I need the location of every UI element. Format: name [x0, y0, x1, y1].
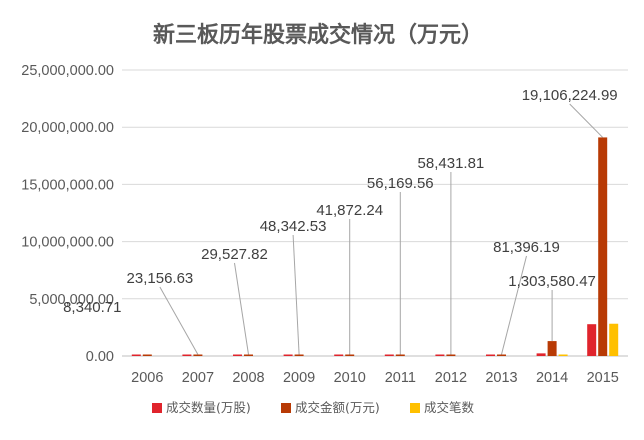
y-tick-label: 15,000,000.00	[21, 177, 114, 193]
data-labels: 8,340.71 23,156.63 29,527.82 48,342.5341,87…	[63, 87, 618, 316]
data-label: 56,169.56	[367, 175, 434, 192]
bar-1-2011	[395, 354, 405, 356]
legend-label: 成交金额(万元)	[295, 400, 380, 415]
y-tick-label: 0.00	[86, 349, 114, 365]
x-tick-label: 2007	[182, 370, 214, 386]
data-label: 81,396.19	[493, 239, 560, 256]
data-label: 58,431.81	[418, 155, 485, 172]
bar-1-2007	[193, 354, 203, 356]
chart-title: 新三板历年股票成交情况（万元）	[153, 22, 483, 48]
x-tick-label: 2014	[536, 370, 568, 386]
bar-0-2014	[536, 353, 546, 356]
data-label: 19,106,224.99	[522, 87, 618, 104]
x-tick-label: 2011	[385, 370, 416, 386]
y-tick-label: 10,000,000.00	[21, 235, 114, 251]
legend-swatch	[410, 403, 420, 413]
legend-label: 成交笔数	[424, 400, 475, 415]
bar-1-2014	[547, 341, 557, 356]
legend: 成交数量(万股) 成交金额(万元) 成交笔数	[152, 400, 475, 415]
bar-1-2010	[345, 354, 355, 356]
bar-1-2009	[294, 354, 304, 356]
x-tick-label: 2008	[232, 370, 264, 386]
data-label: 29,527.82	[201, 246, 268, 263]
x-tick-label: 2013	[485, 370, 517, 386]
bar-2-2014	[558, 354, 568, 356]
data-label: 23,156.63	[127, 270, 194, 287]
bar-1-2006	[142, 354, 152, 356]
x-tick-label: 2010	[334, 370, 366, 386]
bar-0-2011	[384, 354, 394, 356]
bar-0-2009	[283, 354, 293, 356]
bar-0-2015	[587, 324, 597, 356]
label-leaders	[159, 103, 604, 355]
bar-1-2012	[446, 354, 456, 356]
x-tick-label: 2009	[283, 370, 315, 386]
x-tick-label: 2015	[587, 370, 619, 386]
legend-swatch	[152, 403, 162, 413]
leader-line	[569, 103, 604, 138]
bar-1-2015	[598, 137, 608, 356]
data-label: 48,342.53	[260, 218, 327, 235]
leader-line	[292, 234, 300, 355]
x-tick-label: 2012	[435, 370, 467, 386]
leader-line	[234, 262, 249, 355]
data-label: 41,872.24	[316, 202, 383, 219]
data-label: 1,303,580.47	[508, 273, 596, 290]
bar-0-2013	[486, 354, 495, 356]
bar-1-2008	[244, 354, 253, 356]
legend-swatch	[281, 403, 291, 413]
x-axis-ticks: 2006 2007 2008 2009 2010 2011 2012 2013 2014 2015	[131, 370, 619, 386]
data-label: 8,340.71	[63, 299, 121, 316]
y-tick-label: 25,000,000.00	[21, 63, 114, 79]
bar-0-2010	[334, 354, 344, 356]
y-tick-label: 5,000,000.00	[29, 292, 114, 308]
leader-line	[501, 255, 527, 355]
bar-1-2013	[497, 354, 506, 356]
bar-0-2006	[131, 354, 141, 356]
y-tick-label: 20,000,000.00	[21, 120, 114, 136]
legend-label: 成交数量(万股)	[166, 400, 251, 415]
bar-2-2015	[609, 323, 619, 356]
bar-0-2008	[233, 354, 242, 356]
y-axis-ticks: 0.00 5,000,000.00 10,000,000.00 15,000,000.…	[21, 63, 114, 365]
leader-line	[159, 286, 199, 355]
bar-0-2012	[435, 354, 445, 356]
x-tick-label: 2006	[131, 370, 163, 386]
bars	[131, 137, 619, 356]
bar-0-2007	[182, 354, 192, 356]
